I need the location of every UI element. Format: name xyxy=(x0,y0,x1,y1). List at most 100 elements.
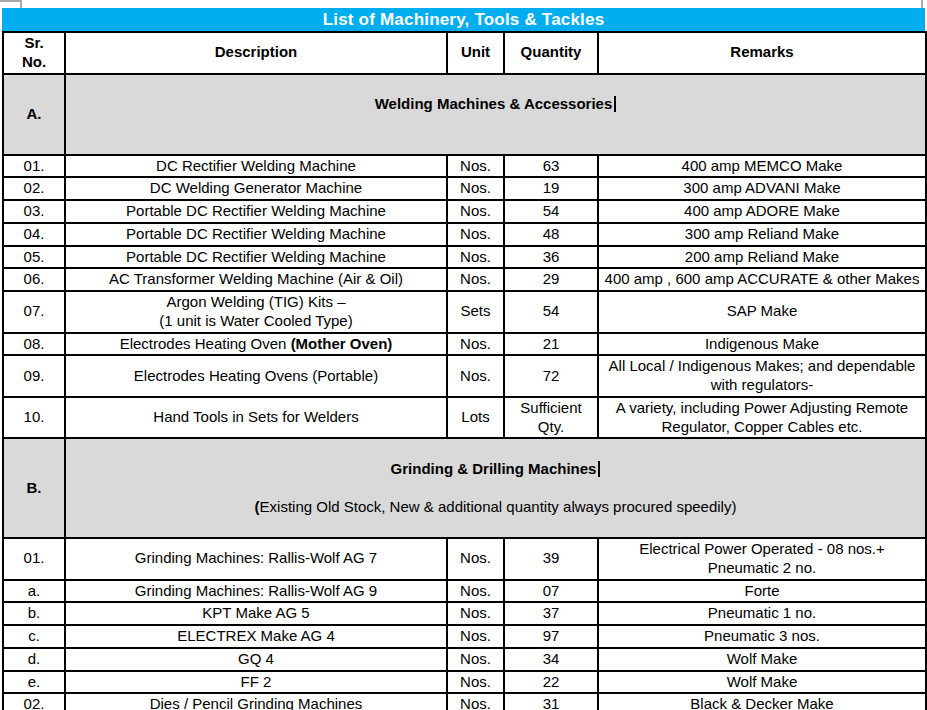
remarks-cell: Wolf Make xyxy=(598,671,926,694)
description-cell: Hand Tools in Sets for Welders xyxy=(65,397,447,439)
remarks-cell: Forte xyxy=(598,580,926,603)
description-cell: Dies / Pencil Grinding Machines xyxy=(65,693,447,710)
description-cell: DC Welding Generator Machine xyxy=(65,177,447,200)
header-row: Sr. No. Description Unit Quantity Remark… xyxy=(3,32,926,74)
unit-cell: Lots xyxy=(447,397,504,439)
remarks-cell: 300 amp ADVANI Make xyxy=(598,177,926,200)
unit-cell: Nos. xyxy=(447,177,504,200)
section-label-cell: Grinding & Drilling Machines (Existing O… xyxy=(65,438,926,538)
remarks-cell: A variety, including Power Adjusting Rem… xyxy=(598,397,926,439)
title-bar: List of Machinery, Tools & Tackles xyxy=(2,8,925,31)
unit-cell: Nos. xyxy=(447,246,504,269)
sr-no-cell: 06. xyxy=(3,268,65,291)
description-cell: FF 2 xyxy=(65,671,447,694)
table-row: 09. Electrodes Heating Ovens (Portable) … xyxy=(3,355,926,397)
quantity-cell: 31 xyxy=(504,693,598,710)
remarks-cell: Pneumatic 3 nos. xyxy=(598,625,926,648)
table-row: e. FF 2 Nos. 22 Wolf Make xyxy=(3,671,926,694)
description-text: Electrodes Heating Ovens (Portable) xyxy=(134,367,378,384)
table-row: b. KPT Make AG 5 Nos. 37 Pneumatic 1 no. xyxy=(3,602,926,625)
unit-cell: Nos. xyxy=(447,693,504,710)
quantity-cell: 19 xyxy=(504,177,598,200)
description-cell: ELECTREX Make AG 4 xyxy=(65,625,447,648)
unit-cell: Nos. xyxy=(447,648,504,671)
page-title: List of Machinery, Tools & Tackles xyxy=(323,10,605,29)
machinery-table: Sr. No. Description Unit Quantity Remark… xyxy=(2,31,927,710)
header-quantity: Quantity xyxy=(504,32,598,74)
unit-cell: Nos. xyxy=(447,200,504,223)
header-description: Description xyxy=(65,32,447,74)
sr-no-cell: d. xyxy=(3,648,65,671)
sr-no-cell: a. xyxy=(3,580,65,603)
sr-no-cell: 01. xyxy=(3,155,65,178)
quantity-cell: 39 xyxy=(504,538,598,580)
section-label-cell: Welding Machines & Accessories xyxy=(65,74,926,155)
section-title-text: Grinding & Drilling Machines xyxy=(391,460,597,477)
description-cell: Grinding Machines: Rallis-Wolf AG 7 xyxy=(65,538,447,580)
unit-cell: Nos. xyxy=(447,580,504,603)
description-text: Grinding Machines: Rallis-Wolf AG 7 xyxy=(135,549,377,566)
quantity-cell: 37 xyxy=(504,602,598,625)
section-row: B. Grinding & Drilling Machines (Existin… xyxy=(3,438,926,538)
sr-no-cell: 04. xyxy=(3,223,65,246)
unit-cell: Nos. xyxy=(447,625,504,648)
text-cursor xyxy=(598,461,600,477)
remarks-cell: Electrical Power Operated - 08 nos.+ Pne… xyxy=(598,538,926,580)
section-subtitle: (Existing Old Stock, New & additional qu… xyxy=(70,498,921,517)
remarks-cell: Indigenous Make xyxy=(598,333,926,356)
description-text: Electrodes Heating Oven xyxy=(120,335,291,352)
table-row: 02. DC Welding Generator Machine Nos. 19… xyxy=(3,177,926,200)
sr-no-cell: 01. xyxy=(3,538,65,580)
table-row: 05. Portable DC Rectifier Welding Machin… xyxy=(3,246,926,269)
remarks-cell: 300 amp Reliand Make xyxy=(598,223,926,246)
remarks-cell: All Local / Indigenous Makes; and depend… xyxy=(598,355,926,397)
section-row: A. Welding Machines & Accessories xyxy=(3,74,926,155)
quantity-cell: 07 xyxy=(504,580,598,603)
unit-cell: Nos. xyxy=(447,602,504,625)
text-cursor xyxy=(614,96,616,112)
description-text: DC Rectifier Welding Machine xyxy=(156,157,356,174)
remarks-cell: Black & Decker Make xyxy=(598,693,926,710)
sr-no-cell: 05. xyxy=(3,246,65,269)
description-cell: AC Transformer Welding Machine (Air & Oi… xyxy=(65,268,447,291)
sr-no-cell: c. xyxy=(3,625,65,648)
quantity-cell: 54 xyxy=(504,200,598,223)
unit-cell: Nos. xyxy=(447,223,504,246)
description-cell: GQ 4 xyxy=(65,648,447,671)
unit-cell: Nos. xyxy=(447,355,504,397)
description-cell: Electrodes Heating Oven (Mother Oven) xyxy=(65,333,447,356)
description-cell: Electrodes Heating Ovens (Portable) xyxy=(65,355,447,397)
description-cell: Grinding Machines: Rallis-Wolf AG 9 xyxy=(65,580,447,603)
sr-no-cell: 02. xyxy=(3,693,65,710)
section-title: Welding Machines & Accessories xyxy=(70,95,921,114)
section-title: Grinding & Drilling Machines xyxy=(70,460,921,479)
gridline-tick xyxy=(0,0,21,2)
quantity-cell: 34 xyxy=(504,648,598,671)
page: List of Machinery, Tools & Tackles Sr. N… xyxy=(0,0,927,710)
sr-no-cell: 10. xyxy=(3,397,65,439)
sr-no-cell: 09. xyxy=(3,355,65,397)
quantity-cell: 54 xyxy=(504,291,598,333)
table-row: d. GQ 4 Nos. 34 Wolf Make xyxy=(3,648,926,671)
description-cell: KPT Make AG 5 xyxy=(65,602,447,625)
table-row: 01. DC Rectifier Welding Machine Nos. 63… xyxy=(3,155,926,178)
description-bold-text: (Mother Oven) xyxy=(291,335,393,352)
quantity-cell: 72 xyxy=(504,355,598,397)
table-row: 07. Argon Welding (TIG) Kits – (1 unit i… xyxy=(3,291,926,333)
header-unit: Unit xyxy=(447,32,504,74)
gridline-tick xyxy=(921,0,923,8)
sr-no-cell: 07. xyxy=(3,291,65,333)
quantity-cell: Sufficient Qty. xyxy=(504,397,598,439)
description-text: FF 2 xyxy=(241,673,272,690)
unit-cell: Sets xyxy=(447,291,504,333)
quantity-cell: 63 xyxy=(504,155,598,178)
unit-cell: Nos. xyxy=(447,333,504,356)
sr-no-cell: 02. xyxy=(3,177,65,200)
description-text: Dies / Pencil Grinding Machines xyxy=(150,695,363,710)
table-row: a. Grinding Machines: Rallis-Wolf AG 9 N… xyxy=(3,580,926,603)
description-text: AC Transformer Welding Machine (Air & Oi… xyxy=(109,270,403,287)
quantity-cell: 97 xyxy=(504,625,598,648)
description-text: DC Welding Generator Machine xyxy=(150,179,362,196)
table-row: 04. Portable DC Rectifier Welding Machin… xyxy=(3,223,926,246)
remarks-cell: 400 amp MEMCO Make xyxy=(598,155,926,178)
